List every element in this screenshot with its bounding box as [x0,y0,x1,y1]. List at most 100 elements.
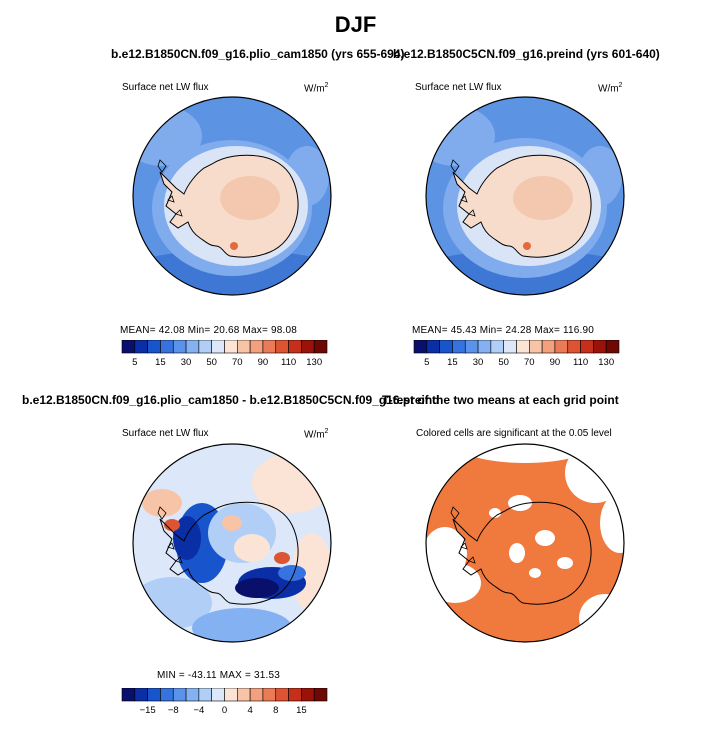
not-significant-area [557,557,573,569]
not-significant-area [529,568,541,578]
map4-islands [450,506,476,564]
panel3-variable-label: Surface net LW flux [122,428,209,439]
panel1-units: W/m2 [304,82,329,95]
colorbar-tick-label: 15 [296,705,307,716]
colorbar-swatch [541,340,556,354]
map1-map-border [132,96,332,296]
diff-anomaly-patch [222,515,242,531]
colorbar-swatch [211,340,225,354]
map3-coastline [159,501,299,605]
panel2-colorbar: 5 15 30 50 70 90 110 130 [413,340,620,368]
panel3-units: W/m2 [304,428,329,441]
colorbar-tick-label: −15 [140,705,156,716]
diff-anomaly-patch [235,578,279,598]
colorbar-swatch [160,688,174,702]
colorbar-tick-label: 5 [132,357,137,368]
panel1-variable-label: Surface net LW flux [122,82,209,93]
colorbar-swatch [464,340,479,354]
panel4-map [425,443,625,643]
colorbar-tick-label: 5 [424,357,429,368]
colorbar-tick-label: 30 [181,357,192,368]
map3-islands [157,506,183,564]
colorbar-swatch [134,340,148,354]
continent-warm-patch [513,176,573,220]
diff-anomaly-patch [142,489,182,517]
map3-map-border [132,443,332,643]
map1-coastline [159,154,299,258]
colorbar-swatch [172,688,187,702]
map4-map-border [425,443,625,643]
colorbar-tick-label: −8 [168,705,179,716]
colorbar-swatch [249,688,264,702]
colorbar-swatch [439,340,453,354]
colorbar-swatch [185,688,200,702]
colorbar-swatch [313,340,328,354]
colorbar-swatch [593,340,607,354]
colorbar-swatch [529,340,543,354]
colorbar-tick-label: 110 [573,357,588,368]
colorbar-swatch [554,340,569,354]
not-significant-area [429,563,481,603]
colorbar-tick-label: 15 [155,357,166,368]
panel4-subtitle: Colored cells are significant at the 0.0… [416,428,612,439]
colorbar-swatch [198,688,212,702]
colorbar-tick-label: 70 [232,357,243,368]
diff-anomaly-patch [234,534,270,562]
colorbar-swatch [262,688,277,702]
colorbar-swatch [490,340,504,354]
colorbar-tick-label: 130 [598,357,614,368]
colorbar-swatch [567,340,581,354]
colorbar-tick-label: −4 [193,705,204,716]
map2-map-border [425,96,625,296]
colorbar-swatch [477,340,492,354]
colorbar-swatch [516,340,530,354]
colorbar-swatch [237,688,251,702]
panel1-title: b.e12.B1850CN.f09_g16.plio_cam1850 (yrs … [111,47,405,61]
colorbar-swatch [224,688,238,702]
not-significant-area [509,543,525,563]
colorbar-swatch [172,340,187,354]
colorbar-swatch [580,340,594,354]
colorbar-swatch [275,340,289,354]
diff-anomaly-patch [164,519,180,531]
colorbar-swatch [121,688,136,702]
colorbar-tick-label: 0 [222,705,227,716]
colorbar-swatch [185,340,200,354]
colorbar-swatch [301,688,315,702]
colorbar-swatch [249,340,264,354]
colorbar-swatch [121,340,136,354]
colorbar-swatch [275,688,289,702]
not-significant-area [535,530,555,546]
colorbar-tick-label: 110 [281,357,296,368]
not-significant-area [489,508,501,518]
diff-anomaly-patch [278,565,306,581]
hotspot [523,242,531,250]
colorbar-swatch [134,688,148,702]
panel3-title: b.e12.B1850CN.f09_g16.plio_cam1850 - b.e… [22,393,440,407]
figure-title: DJF [334,12,377,37]
colorbar-swatch [313,688,328,702]
panel2-variable-label: Surface net LW flux [415,82,502,93]
colorbar-swatch [301,340,315,354]
colorbar-tick-label: 15 [447,357,458,368]
continent-warm-patch [220,176,280,220]
map4-coastline [452,501,592,605]
colorbar-tick-label: 50 [206,357,217,368]
not-significant-area [600,493,624,553]
panel3-colorbar: −15 −8 −4 0 4 8 15 [121,688,328,716]
colorbar-tick-label: 70 [524,357,535,368]
map1-islands [157,159,183,217]
colorbar-swatch [224,340,238,354]
colorbar-swatch [413,340,428,354]
colorbar-tick-label: 130 [306,357,322,368]
panel3-map [132,443,332,643]
colorbar-swatch [211,688,225,702]
map2-coastline [452,154,592,258]
panel2-title: b.e12.B1850C5CN.f09_g16.preind (yrs 601-… [393,47,660,61]
not-significant-area [508,495,532,511]
colorbar-swatch [147,688,161,702]
panel2-units: W/m2 [598,82,623,95]
colorbar-swatch [160,340,174,354]
colorbar-tick-label: 50 [498,357,509,368]
panel1-map [132,96,332,296]
